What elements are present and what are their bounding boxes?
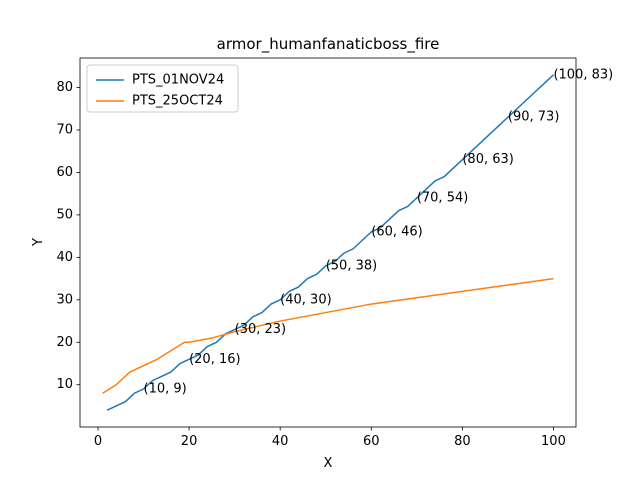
data-label: (60, 46) xyxy=(371,224,423,239)
data-label: (20, 16) xyxy=(189,352,241,367)
x-tick-label: 0 xyxy=(94,434,102,449)
legend-frame xyxy=(86,64,239,113)
y-tick-label: 60 xyxy=(56,165,73,180)
x-tick-label: 20 xyxy=(181,434,198,449)
x-tick-label: 60 xyxy=(363,434,380,449)
plot-area: (10, 9)(20, 16) (30, 23) (40, 30) (50, 38) (… xyxy=(102,67,613,411)
series-line-1 xyxy=(106,74,554,411)
data-label: (50, 38) xyxy=(326,258,378,273)
y-tick-label: 70 xyxy=(56,122,73,137)
x-tick-label: 100 xyxy=(541,434,566,449)
data-label: (30, 23) xyxy=(235,322,287,337)
y-tick-label: 30 xyxy=(56,292,73,307)
legend-entry-label: PTS_25OCT24 xyxy=(132,94,223,109)
y-axis-label: Y xyxy=(31,238,46,247)
x-tick-label: 40 xyxy=(272,434,289,449)
axes-frame xyxy=(79,57,577,428)
legend-entry-label: PTS_01NOV24 xyxy=(132,73,224,88)
data-label: (90, 73) xyxy=(508,110,560,125)
series-line-2 xyxy=(102,277,554,394)
data-label: (80, 63) xyxy=(462,152,514,167)
y-tick-label: 40 xyxy=(56,250,73,265)
data-label: (40, 30) xyxy=(280,292,332,307)
data-label: (70, 54) xyxy=(417,190,469,205)
y-tick-label: 20 xyxy=(56,335,73,350)
axes: 0 20 40 60 80 100 10 20 30 40 50 60 70 80 xyxy=(56,57,577,449)
data-label: (100, 83) xyxy=(553,67,613,82)
x-tick-label: 80 xyxy=(454,434,471,449)
y-tick-label: 50 xyxy=(56,207,73,222)
legend: PTS_01NOV24 PTS_25OCT24 xyxy=(86,64,239,113)
y-tick-label: 10 xyxy=(56,377,73,392)
data-label: (10, 9) xyxy=(144,382,187,397)
chart-title: armor_humanfanaticboss_fire xyxy=(217,35,440,54)
x-axis-label: X xyxy=(324,456,333,471)
y-tick-label: 80 xyxy=(56,80,73,95)
